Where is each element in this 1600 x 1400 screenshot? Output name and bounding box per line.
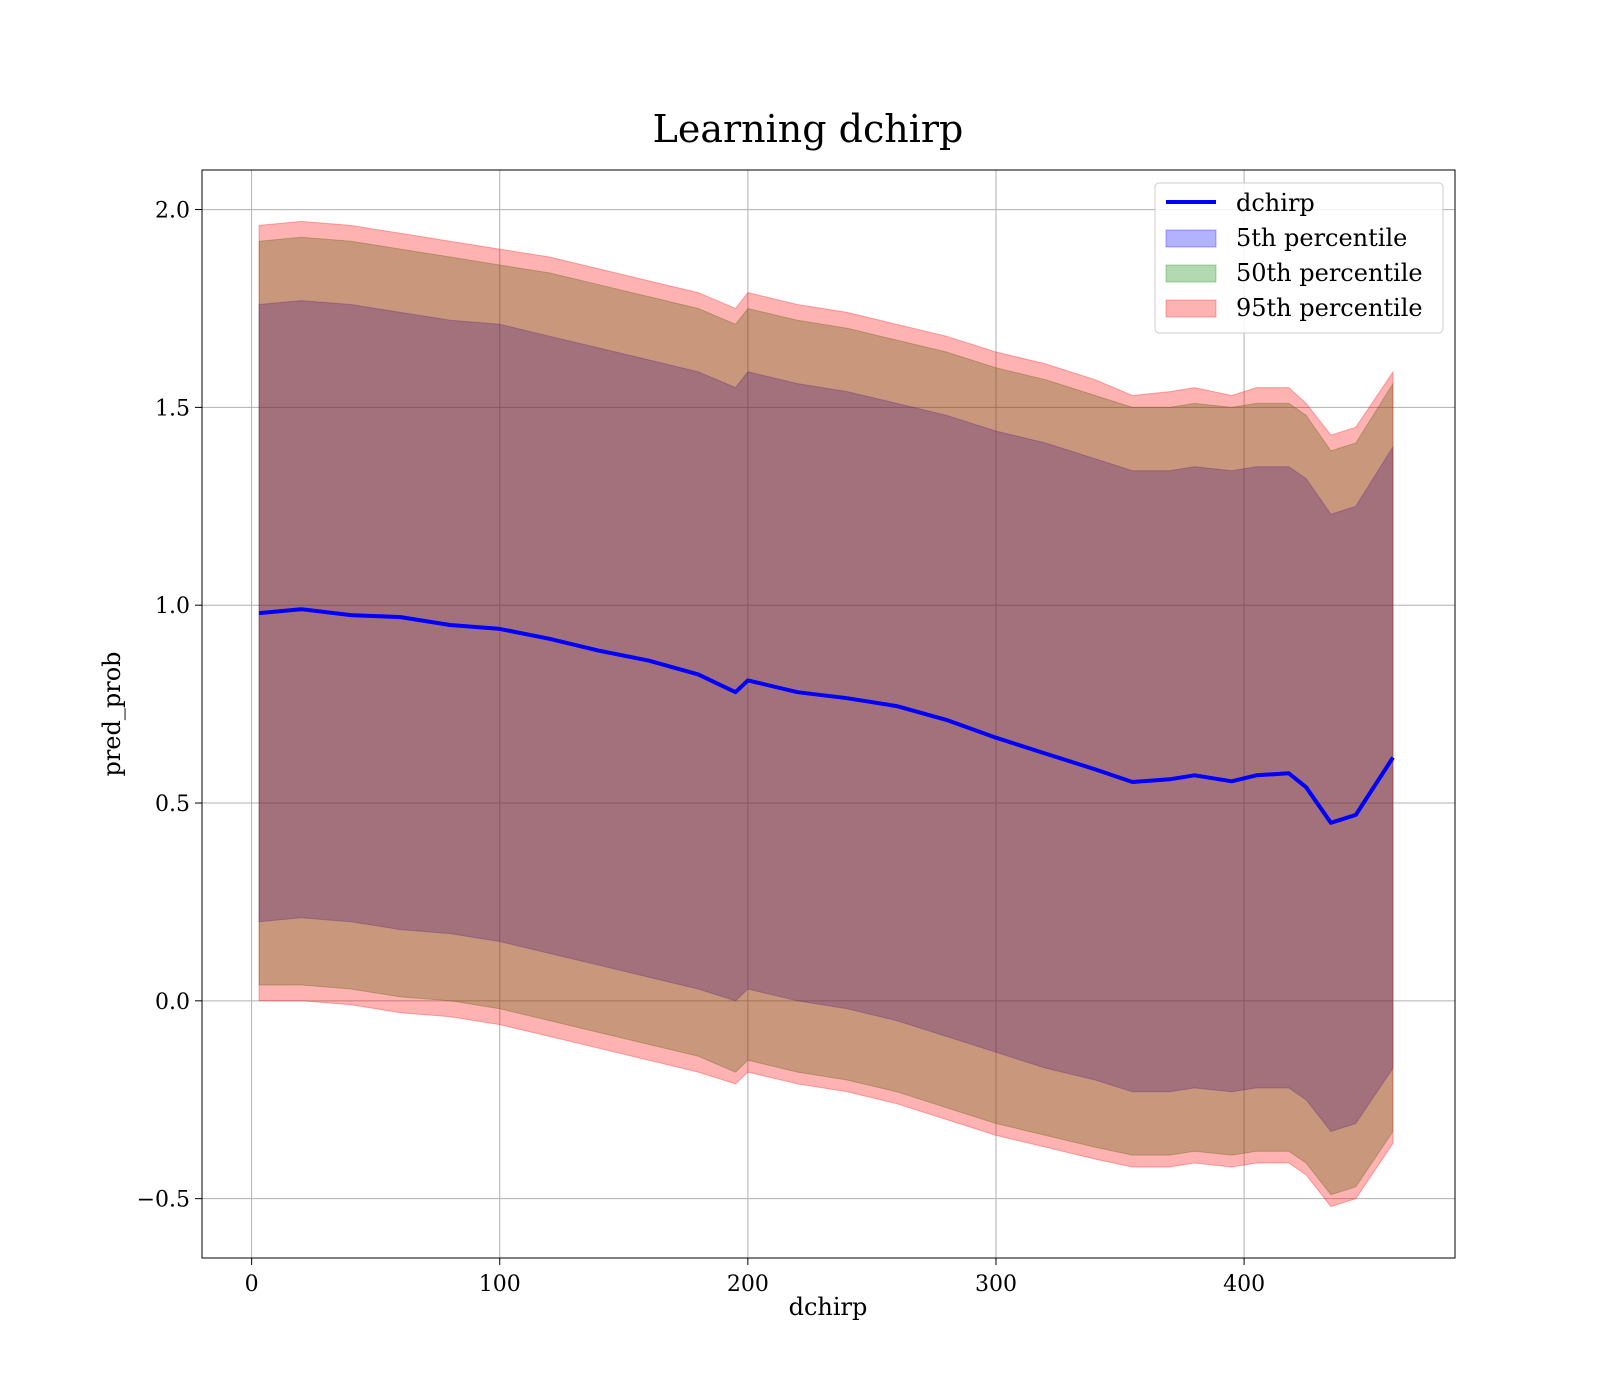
legend-box: [1154, 182, 1444, 334]
y-tick-label: 2.0: [155, 199, 190, 224]
x-tick-label: 200: [727, 1272, 769, 1297]
y-tick-label: 0.0: [155, 990, 190, 1015]
legend-swatch-95th: [1165, 299, 1217, 318]
x-tick-label: 0: [245, 1272, 259, 1297]
x-tick-label: 400: [1223, 1272, 1265, 1297]
legend-swatch-5th: [1165, 229, 1217, 248]
band-5th-percentile: [258, 300, 1394, 1132]
percentile-bands: [258, 220, 1394, 1208]
y-tick-label: 1.5: [155, 396, 190, 421]
legend-label-dchirp: dchirp: [1236, 189, 1315, 217]
x-axis-label: dchirp: [789, 1293, 868, 1321]
line-series: [258, 607, 1395, 825]
y-tick-label: −0.5: [137, 1188, 190, 1213]
y-tick-label: 1.0: [155, 594, 190, 619]
ticks: 0 100 200 300 400 −0.5 0.0 0.5 1.0 1.5 2.0: [137, 199, 1266, 1297]
legend-label-50th: 50th percentile: [1236, 259, 1423, 287]
y-axis-label: pred_prob: [98, 651, 126, 776]
legend: dchirp 5th percentile 50th percentile 95…: [1154, 182, 1444, 334]
dchirp-line: [258, 607, 1395, 825]
chart-title: Learning dchirp: [653, 107, 964, 151]
x-tick-label: 300: [975, 1272, 1017, 1297]
y-tick-label: 0.5: [155, 792, 190, 817]
legend-swatch-50th: [1165, 264, 1217, 283]
plot-frame: [201, 169, 1456, 1259]
band-50th-percentile: [258, 236, 1394, 1196]
legend-label-5th: 5th percentile: [1236, 224, 1407, 252]
x-tick-label: 100: [479, 1272, 521, 1297]
legend-label-95th: 95th percentile: [1236, 294, 1423, 322]
band-95th-percentile: [258, 220, 1394, 1208]
